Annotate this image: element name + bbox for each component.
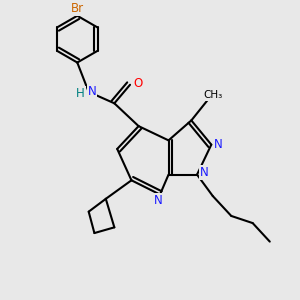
- Text: CH₃: CH₃: [203, 90, 222, 100]
- Text: N: N: [200, 166, 208, 179]
- Text: N: N: [214, 138, 223, 151]
- Text: N: N: [154, 194, 163, 207]
- Text: N: N: [88, 85, 97, 98]
- Text: O: O: [134, 77, 142, 90]
- Text: H: H: [76, 87, 85, 100]
- Text: Br: Br: [71, 2, 84, 15]
